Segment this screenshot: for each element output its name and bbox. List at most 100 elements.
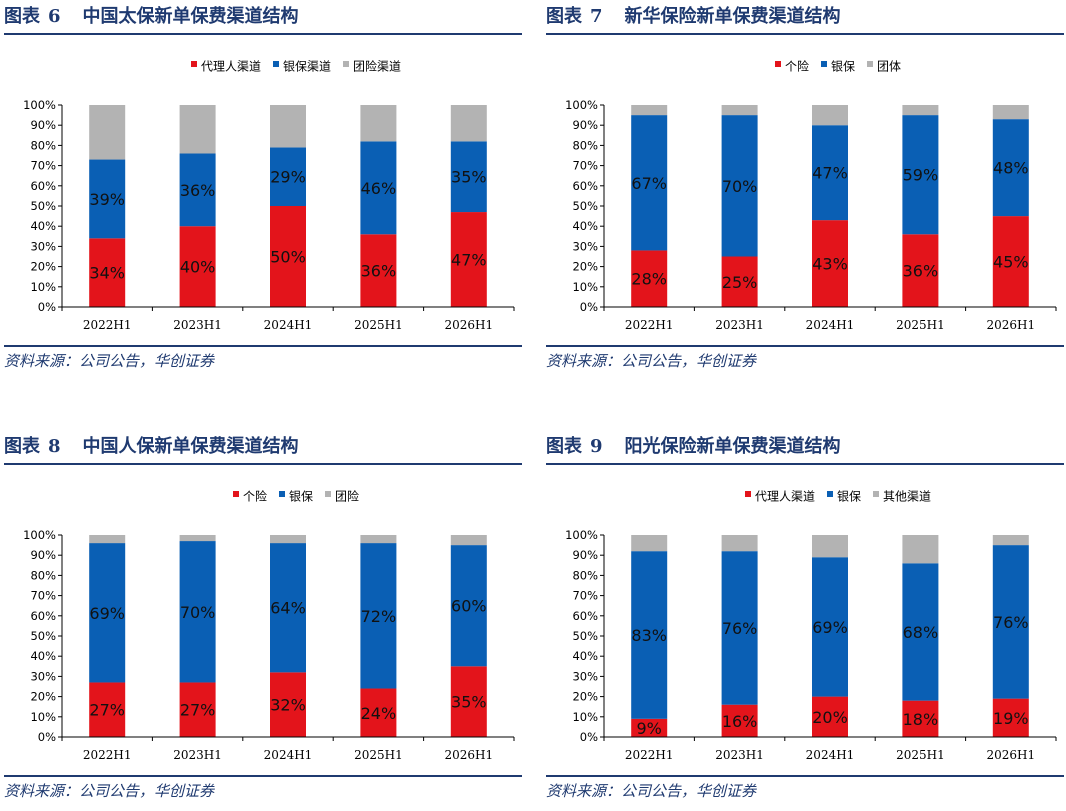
x-tick-label: 2025H1 [354, 748, 403, 762]
data-label: 48% [993, 159, 1029, 178]
y-tick-label: 20% [30, 260, 56, 274]
title-rule [546, 463, 1064, 465]
x-tick-label: 2022H1 [625, 748, 674, 762]
y-tick-label: 20% [572, 690, 598, 704]
x-tick-label: 2024H1 [806, 748, 855, 762]
x-tick-label: 2024H1 [264, 318, 313, 332]
data-label: 39% [89, 190, 125, 209]
y-tick-label: 30% [30, 239, 56, 253]
figure-number: 9 [590, 436, 603, 457]
data-label: 64% [270, 599, 306, 618]
figure-title: 图表 9 阳光保险新单保费渠道结构 [546, 430, 1064, 464]
figure-title: 图表 7 新华保险新单保费渠道结构 [546, 0, 1064, 34]
chart-legend: 代理人渠道 银保渠道 团险渠道 [191, 59, 401, 74]
y-tick-label: 20% [572, 260, 598, 274]
x-axis: 2022H1 2023H1 2024H1 2025H1 2026H1 [61, 736, 515, 762]
data-label: 35% [451, 168, 487, 187]
legend-swatch [873, 491, 879, 497]
x-tick-label: 2026H1 [444, 748, 493, 762]
bar-segment [360, 141, 397, 235]
figure-label: 图表 [546, 436, 582, 457]
bar-segment [360, 543, 397, 689]
bar-segment [992, 535, 1029, 546]
y-tick-label: 50% [572, 629, 598, 643]
data-label: 69% [812, 618, 848, 637]
y-tick-label: 10% [30, 280, 56, 294]
x-tick-label: 2025H1 [354, 318, 403, 332]
y-tick-label: 80% [572, 138, 598, 152]
y-tick-label: 80% [30, 568, 56, 582]
y-tick-label: 60% [572, 609, 598, 623]
bar-segment [992, 698, 1029, 737]
bar-segment [89, 105, 126, 160]
data-label: 59% [903, 166, 939, 185]
data-label: 68% [903, 623, 939, 642]
bar-segment [631, 250, 668, 307]
bar-segment [450, 545, 487, 667]
data-label: 67% [631, 174, 667, 193]
x-tick-label: 2026H1 [986, 318, 1035, 332]
data-label: 40% [180, 258, 216, 277]
y-tick-label: 60% [30, 179, 56, 193]
x-tick-label: 2025H1 [896, 748, 945, 762]
data-label: 24% [361, 704, 397, 723]
stacked-bar-chart: 个险 银保 团险 0% 10% 20% 30% 40% 50% 60% 70% 80% 90% 100% 2… [23, 489, 515, 762]
bar-segment [902, 105, 939, 116]
title-rule [4, 33, 522, 35]
y-tick-label: 0% [38, 300, 56, 314]
y-tick-label: 90% [572, 548, 598, 562]
y-tick-label: 40% [30, 219, 56, 233]
y-tick-label: 10% [30, 710, 56, 724]
x-tick-label: 2023H1 [715, 748, 764, 762]
y-tick-label: 80% [30, 138, 56, 152]
y-tick-label: 50% [30, 199, 56, 213]
bar-segment [992, 216, 1029, 307]
x-tick-label: 2022H1 [83, 318, 132, 332]
x-tick-label: 2022H1 [83, 748, 132, 762]
bar-segment [89, 543, 126, 683]
y-tick-label: 80% [572, 568, 598, 582]
y-tick-label: 100% [23, 98, 56, 112]
bar-segment [721, 704, 758, 737]
bar-segment [721, 551, 758, 705]
data-label: 47% [451, 251, 487, 270]
bar-segment [992, 105, 1029, 120]
legend-label: 银保 [837, 490, 861, 504]
legend-label: 团险 [335, 489, 359, 504]
data-label: 45% [993, 253, 1029, 272]
figure-title-text: 中国太保新单保费渠道结构 [82, 6, 299, 27]
chart-legend: 个险 银保 团体 [775, 59, 901, 74]
y-tick-label: 70% [30, 159, 56, 173]
x-tick-label: 2026H1 [986, 748, 1035, 762]
y-tick-label: 30% [572, 239, 598, 253]
x-tick-label: 2024H1 [264, 748, 313, 762]
legend-label: 代理人渠道 [755, 490, 815, 504]
data-label: 83% [631, 626, 667, 645]
chart-legend: 个险 银保 团险 [233, 489, 359, 504]
title-rule [4, 463, 522, 465]
data-label: 20% [812, 708, 848, 727]
figure-panel-8: 图表 8 中国人保新单保费渠道结构 个险 银保 团险 0% 10% 20% 30% 40% 50% 6… [4, 430, 522, 802]
legend-label: 个险 [243, 489, 267, 504]
data-label: 76% [722, 619, 758, 638]
source-note: 资料来源：公司公告，华创证券 [546, 782, 757, 800]
stacked-bar-chart: 代理人渠道 银保 其他渠道 0% 10% 20% 30% 40% 50% 60% 70% 80% 90%… [565, 490, 1057, 762]
y-tick-label: 50% [30, 629, 56, 643]
y-tick-label: 40% [572, 219, 598, 233]
y-tick-label: 30% [572, 669, 598, 683]
x-tick-label: 2026H1 [444, 318, 493, 332]
y-axis: 0% 10% 20% 30% 40% 50% 60% 70% 80% 90% 100% [23, 98, 63, 314]
bar-segment [992, 545, 1029, 699]
bar-segment [992, 119, 1029, 217]
y-tick-label: 10% [572, 280, 598, 294]
figure-label: 图表 [546, 6, 582, 27]
bar-segment [450, 105, 487, 142]
data-label: 19% [993, 709, 1029, 728]
bars: 28% 67% 25% 70% 43% 47% 36% 59% 45% 48% [631, 105, 1029, 307]
legend-swatch [821, 61, 827, 67]
source-rule [546, 775, 1064, 777]
bar-segment [812, 220, 848, 307]
y-tick-label: 70% [30, 589, 56, 603]
y-tick-label: 10% [572, 710, 598, 724]
y-tick-label: 20% [30, 690, 56, 704]
